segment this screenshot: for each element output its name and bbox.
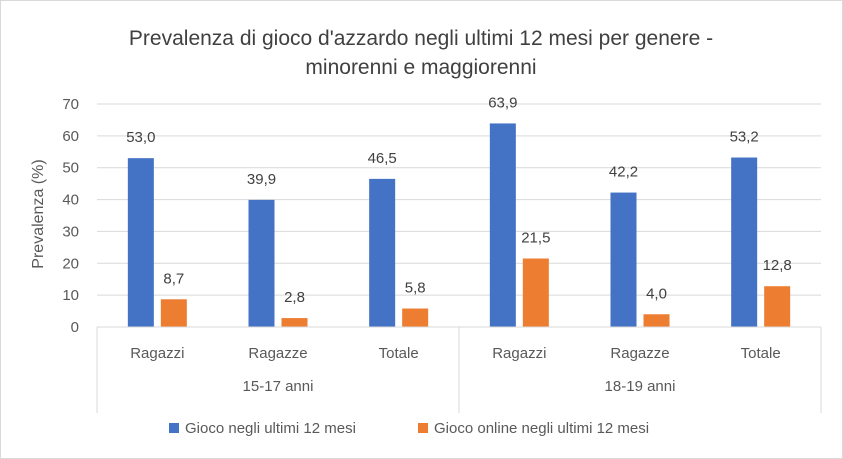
data-label: 53,0: [126, 129, 155, 146]
data-label: 39,9: [247, 171, 276, 188]
y-tick-label: 30: [62, 223, 79, 240]
group-label: 15-17 anni: [243, 378, 314, 395]
y-tick-label: 0: [71, 319, 79, 336]
bar-series-1: [369, 178, 396, 327]
data-label: 63,9: [488, 94, 517, 111]
x-tick-label: Ragazzi: [492, 345, 546, 362]
bar-series-2: [522, 258, 549, 327]
y-tick-label: 10: [62, 287, 79, 304]
y-axis-ticks: 0 10 20 30 40 50 60 70: [62, 96, 79, 336]
data-labels: 53,0 8,7 39,9 2,8 46,5 5,8 63,9 21,5 42,2 4,0 53,2…: [126, 94, 792, 306]
data-label: 46,5: [368, 150, 397, 167]
x-tick-label: Ragazze: [610, 345, 669, 362]
bar-series-2: [281, 318, 308, 327]
bar-series-1: [610, 192, 637, 327]
data-label: 42,2: [609, 164, 638, 181]
bars: [127, 123, 791, 327]
bar-series-1: [248, 199, 275, 327]
chart-title-line-1: Prevalenza di gioco d'azzardo negli ulti…: [129, 27, 713, 50]
legend-swatch: [418, 423, 428, 433]
data-label: 5,8: [405, 280, 426, 297]
data-label: 2,8: [284, 289, 305, 306]
bar-series-1: [489, 123, 516, 327]
gridlines: [97, 103, 821, 296]
y-axis-label: Prevalenza (%): [30, 159, 47, 268]
bar-series-2: [764, 286, 791, 327]
x-tick-label: Totale: [379, 345, 419, 362]
legend-swatch: [169, 423, 179, 433]
bar-series-2: [402, 308, 429, 327]
legend-label: Gioco online negli ultimi 12 mesi: [434, 420, 649, 437]
y-tick-label: 40: [62, 192, 79, 209]
bar-series-2: [160, 299, 187, 327]
y-tick-label: 70: [62, 96, 79, 113]
data-label: 4,0: [646, 285, 667, 302]
data-label: 8,7: [163, 270, 184, 287]
y-tick-label: 20: [62, 255, 79, 272]
x-tick-label: Totale: [741, 345, 781, 362]
y-tick-label: 60: [62, 128, 79, 145]
data-label: 21,5: [521, 230, 550, 247]
group-label: 18-19 anni: [605, 378, 676, 395]
bar-series-1: [127, 158, 154, 327]
data-label: 53,2: [730, 129, 759, 146]
x-tick-label: Ragazze: [248, 345, 307, 362]
bar-series-2: [643, 314, 670, 327]
legend: Gioco negli ultimi 12 mesi Gioco online n…: [169, 420, 649, 437]
legend-label: Gioco negli ultimi 12 mesi: [185, 420, 356, 437]
chart-title-line-2: minorenni e maggiorenni: [305, 56, 536, 79]
data-label: 12,8: [763, 257, 792, 274]
y-tick-label: 50: [62, 160, 79, 177]
bar-series-1: [731, 157, 758, 327]
category-axis: Ragazzi Ragazze Totale Ragazzi Ragazze Totale…: [96, 326, 822, 413]
x-tick-label: Ragazzi: [130, 345, 184, 362]
